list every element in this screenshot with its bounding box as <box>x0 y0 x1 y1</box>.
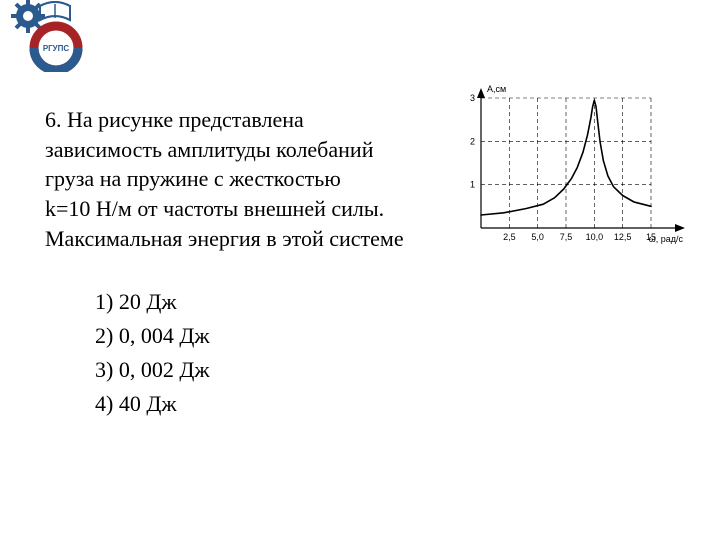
svg-text:А,см: А,см <box>487 84 506 94</box>
problem-statement: 6. На рисунке представлена зависимость а… <box>45 105 465 253</box>
svg-text:10,0: 10,0 <box>586 232 604 242</box>
svg-text:ω, рад/с: ω, рад/с <box>649 234 684 244</box>
svg-text:1: 1 <box>470 180 475 190</box>
svg-text:3: 3 <box>470 93 475 103</box>
svg-text:12,5: 12,5 <box>614 232 632 242</box>
institution-logo: РГУПС <box>10 0 100 72</box>
problem-line: Максимальная энергия в этой системе <box>45 226 404 251</box>
svg-text:7,5: 7,5 <box>560 232 573 242</box>
problem-line: груза на пружине с жесткостью <box>45 166 341 191</box>
resonance-chart: А,см2,55,07,510,012,515123ω, рад/с <box>445 80 715 270</box>
option-4: 4) 40 Дж <box>95 387 210 421</box>
logo-text: РГУПС <box>43 44 70 53</box>
option-2: 2) 0, 004 Дж <box>95 319 210 353</box>
svg-text:2,5: 2,5 <box>503 232 516 242</box>
answer-options: 1) 20 Дж 2) 0, 004 Дж 3) 0, 002 Дж 4) 40… <box>95 285 210 421</box>
problem-line: зависимость амплитуды колебаний <box>45 137 373 162</box>
page: РГУПС 6. На рисунке представлена зависим… <box>0 0 720 540</box>
problem-line: 6. На рисунке представлена <box>45 107 304 132</box>
option-3: 3) 0, 002 Дж <box>95 353 210 387</box>
option-1: 1) 20 Дж <box>95 285 210 319</box>
svg-text:5,0: 5,0 <box>531 232 544 242</box>
problem-line: k=10 Н/м от частоты внешней силы. <box>45 196 384 221</box>
svg-text:2: 2 <box>470 136 475 146</box>
